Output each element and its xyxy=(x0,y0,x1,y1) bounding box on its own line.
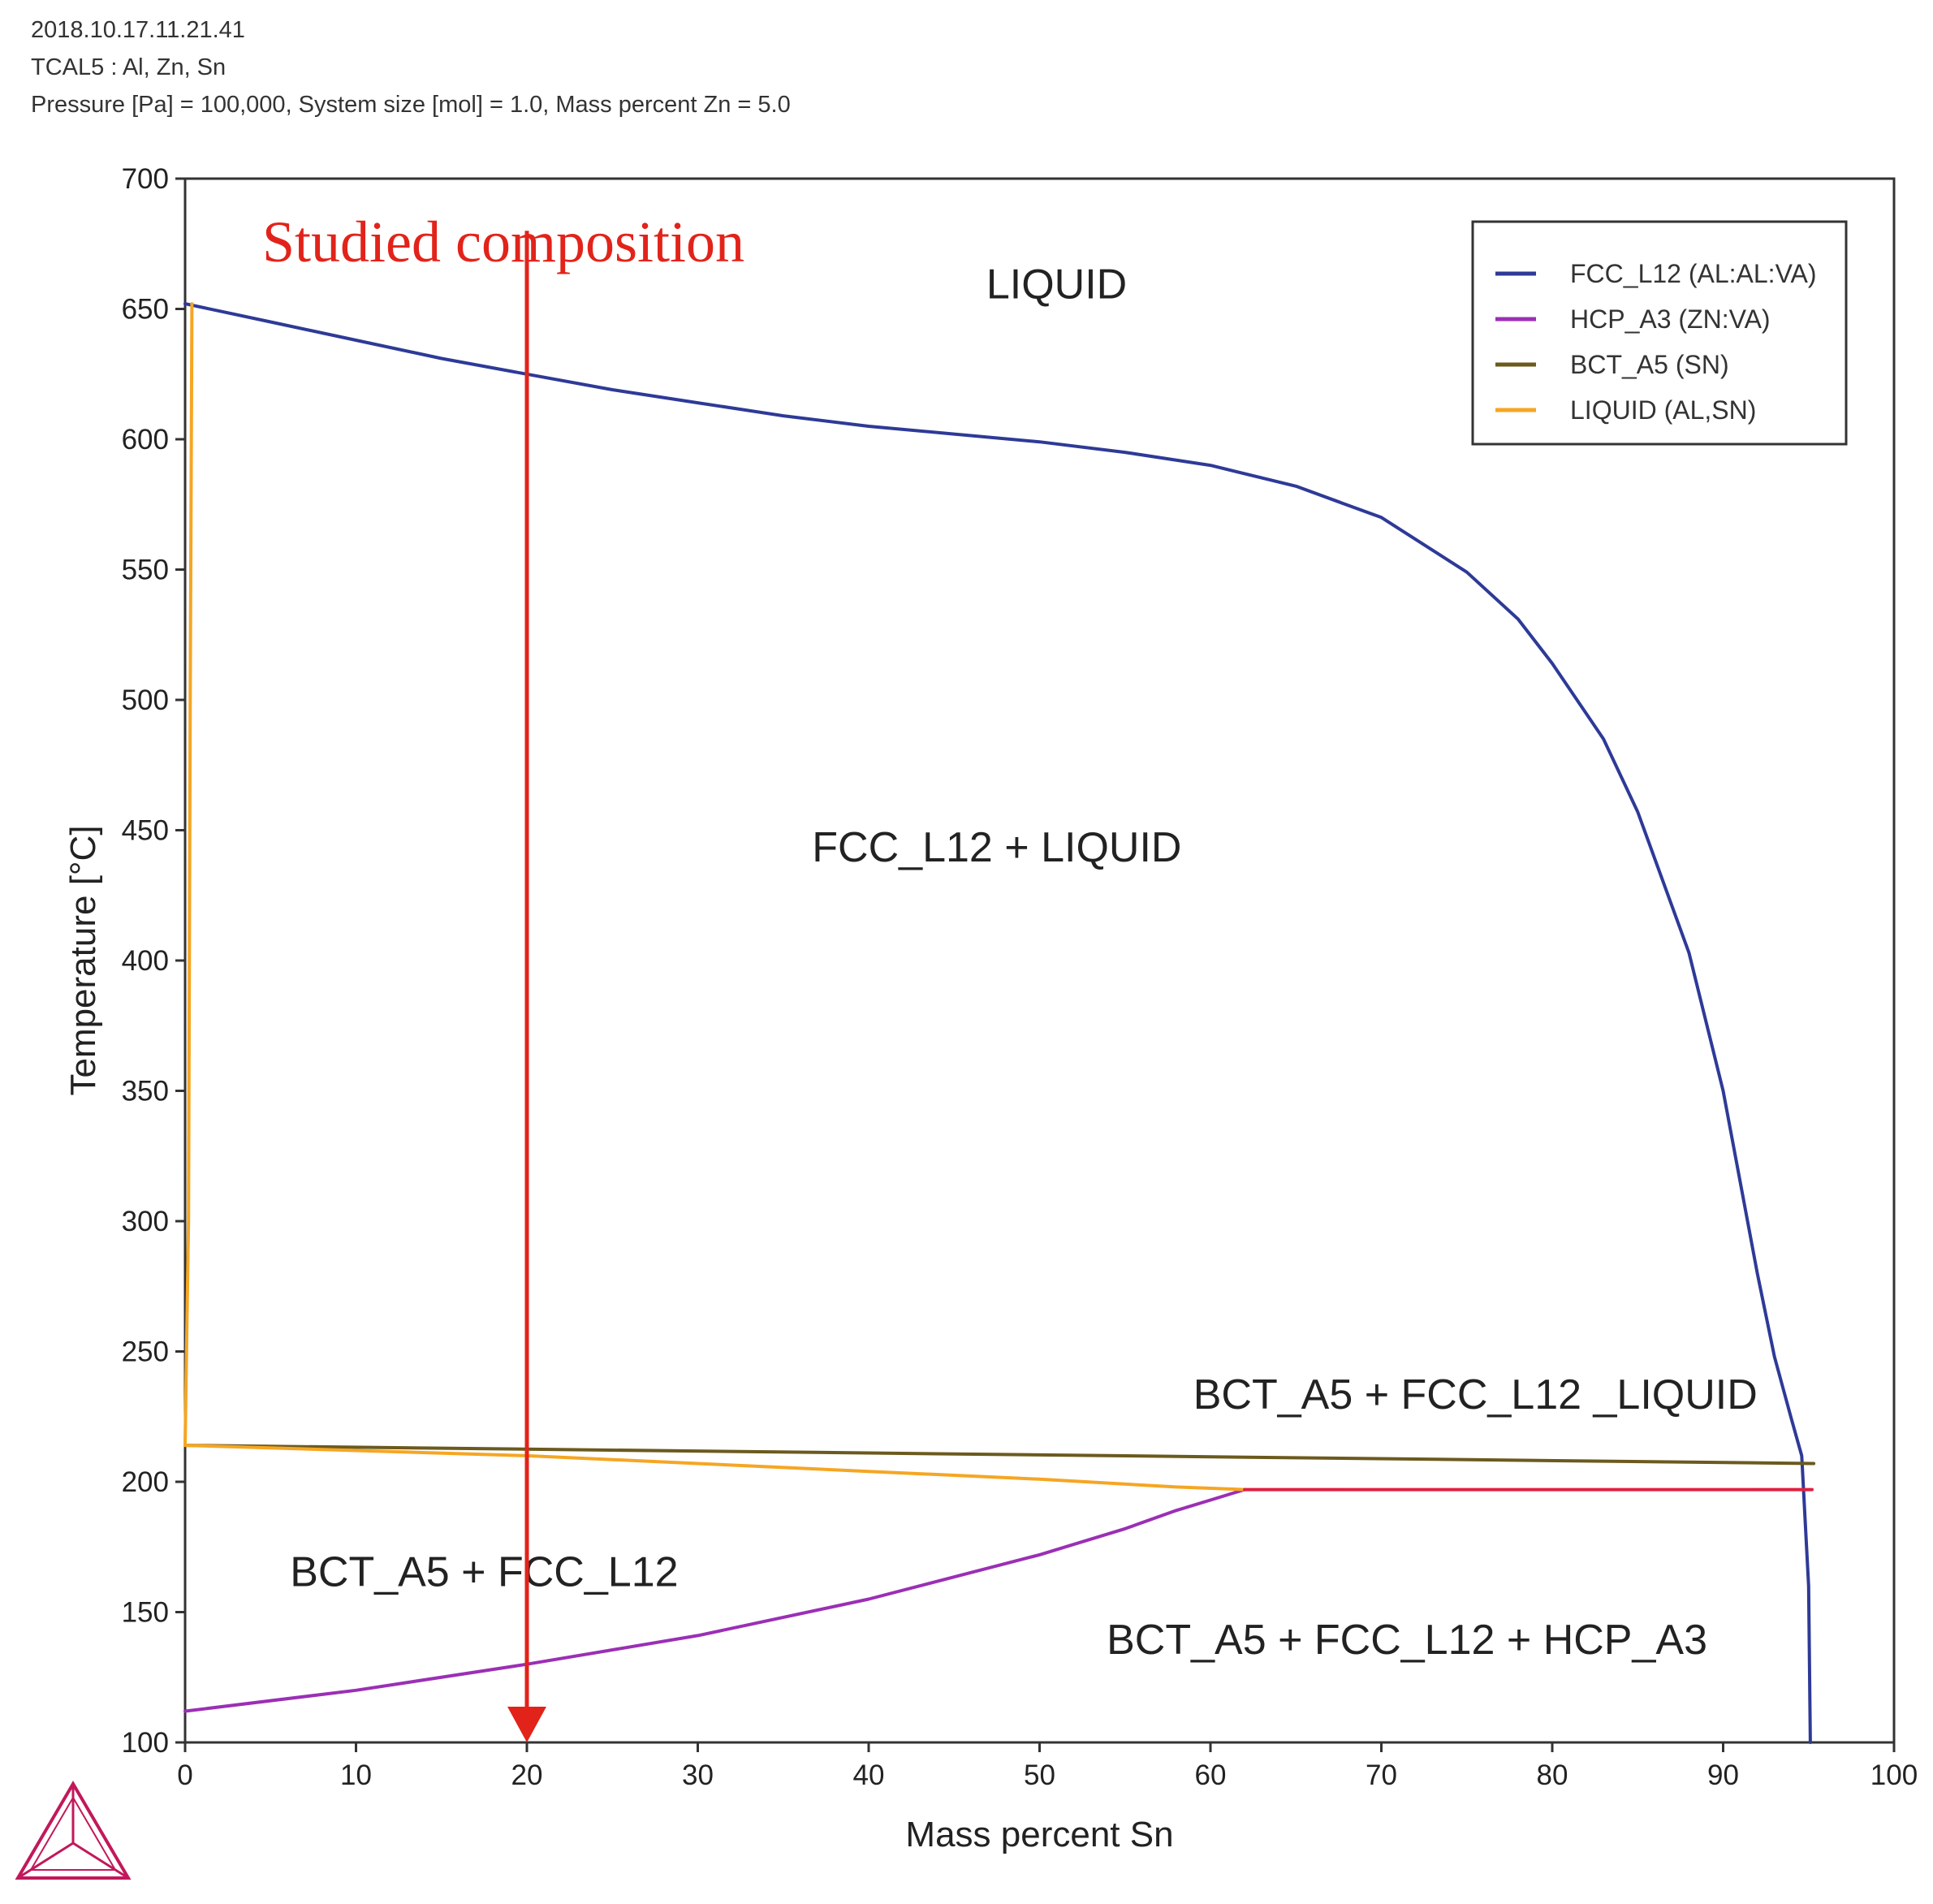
series-line-1-0 xyxy=(183,1487,1247,1713)
y-tick-label: 700 xyxy=(122,163,169,195)
logo-stroke xyxy=(17,1841,74,1880)
phase-region-label: BCT_A5 + FCC_L12 xyxy=(290,1548,678,1595)
legend-box xyxy=(1471,220,1848,446)
x-tick-label: 0 xyxy=(177,1759,192,1791)
calculation-header: 2018.10.17.11.21.41 TCAL5 : Al, Zn, Sn P… xyxy=(31,11,791,123)
x-tick-label: 70 xyxy=(1366,1759,1397,1791)
header-timestamp: 2018.10.17.11.21.41 xyxy=(31,17,245,43)
y-tick-label: 550 xyxy=(122,555,169,586)
series-line-0-0 xyxy=(183,302,1812,1744)
legend-entry: LIQUID (AL,SN) xyxy=(1570,395,1756,425)
y-axis-title: Temperature [°C] xyxy=(63,825,103,1095)
thermo-calc-logo-icon xyxy=(15,1781,132,1880)
x-tick-label: 30 xyxy=(682,1759,714,1791)
x-tick-label: 10 xyxy=(340,1759,372,1791)
thermo-calc-logo-inner xyxy=(29,1796,117,1871)
x-tick-label: 50 xyxy=(1024,1759,1055,1791)
header-database: TCAL5 : Al, Zn, Sn xyxy=(31,54,227,80)
phase-region-label: FCC_L12 + LIQUID xyxy=(812,824,1181,871)
series-line-3-0 xyxy=(183,302,194,1448)
y-tick-label: 600 xyxy=(122,424,169,455)
phase-region-label: LIQUID xyxy=(986,261,1127,309)
studied-composition-arrow-head xyxy=(507,1707,546,1742)
phase-region-label: BCT_A5 + FCC_L12 + HCP_A3 xyxy=(1107,1617,1707,1664)
y-tick-label: 100 xyxy=(122,1727,169,1759)
legend-entry: FCC_L12 (AL:AL:VA) xyxy=(1570,259,1817,288)
x-tick-label: 40 xyxy=(853,1759,885,1791)
x-tick-label: 80 xyxy=(1537,1759,1568,1791)
logo-stroke xyxy=(72,1841,129,1880)
header-conditions: Pressure [Pa] = 100,000, System size [mo… xyxy=(31,92,791,118)
y-tick-label: 250 xyxy=(122,1336,169,1368)
legend-entry: BCT_A5 (SN) xyxy=(1570,350,1729,379)
x-axis-title: Mass percent Sn xyxy=(905,1815,1173,1854)
y-tick-label: 650 xyxy=(122,294,169,326)
y-tick-label: 450 xyxy=(122,815,169,847)
y-tick-label: 500 xyxy=(122,684,169,716)
y-tick-label: 400 xyxy=(122,945,169,977)
y-tick-label: 200 xyxy=(122,1466,169,1498)
x-tick-label: 60 xyxy=(1195,1759,1227,1791)
y-tick-label: 300 xyxy=(122,1206,169,1237)
phase-region-label: BCT_A5 + FCC_L12 _LIQUID xyxy=(1193,1371,1758,1418)
x-tick-label: 100 xyxy=(1870,1759,1918,1791)
x-tick-label: 20 xyxy=(511,1759,543,1791)
series-line-2-0 xyxy=(183,1444,1816,1466)
studied-composition-label: Studied composition xyxy=(262,209,744,274)
series-line-3-1 xyxy=(183,1444,1247,1492)
legend-entry: HCP_A3 (ZN:VA) xyxy=(1570,304,1771,334)
y-tick-label: 150 xyxy=(122,1597,169,1629)
x-tick-label: 90 xyxy=(1707,1759,1739,1791)
y-tick-label: 350 xyxy=(122,1076,169,1107)
